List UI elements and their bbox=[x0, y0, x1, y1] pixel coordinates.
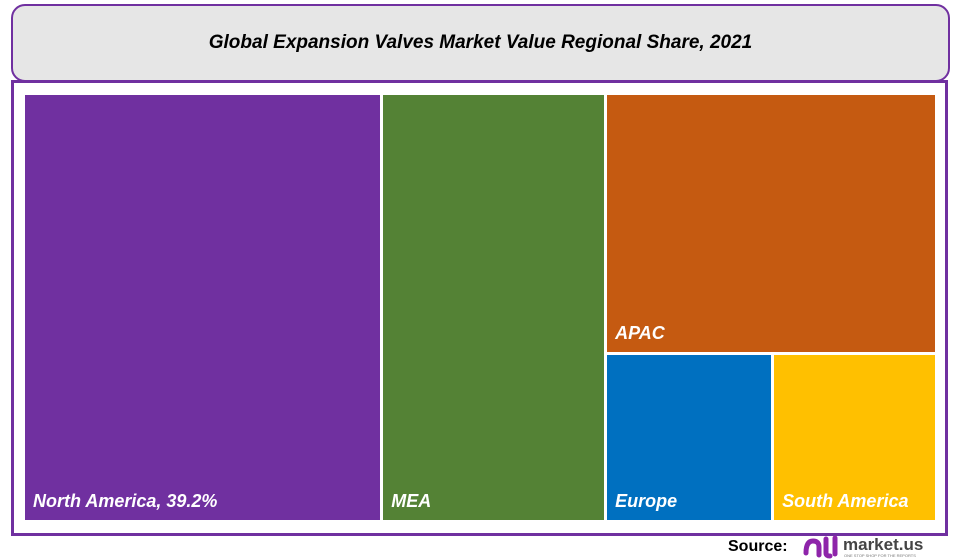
tile-south-america: South America bbox=[774, 354, 935, 520]
tile-europe: Europe bbox=[607, 354, 772, 520]
svg-text:market.us: market.us bbox=[843, 535, 923, 554]
tile-label: Europe bbox=[615, 490, 678, 511]
svg-text:ONE STOP SHOP FOR THE REPORTS: ONE STOP SHOP FOR THE REPORTS bbox=[844, 553, 916, 558]
treemap-plot: North America, 39.2% MEA APAC Europe South A… bbox=[25, 95, 935, 520]
source-label: Source: bbox=[728, 538, 788, 555]
tile-label: South America bbox=[782, 490, 909, 511]
title-box: Global Expansion Valves Market Value Reg… bbox=[11, 4, 950, 82]
chart-title: Global Expansion Valves Market Value Reg… bbox=[208, 32, 753, 53]
tile-apac: APAC bbox=[607, 95, 935, 352]
tile-label: North America, 39.2% bbox=[33, 491, 218, 511]
tile-label: MEA bbox=[391, 491, 432, 511]
tile-mea: MEA bbox=[383, 95, 605, 520]
tile-north-america: North America, 39.2% bbox=[25, 95, 381, 520]
tile-label: APAC bbox=[615, 322, 665, 343]
market-us-logo: market.us ONE STOP SHOP FOR THE REPORTS bbox=[803, 535, 923, 559]
